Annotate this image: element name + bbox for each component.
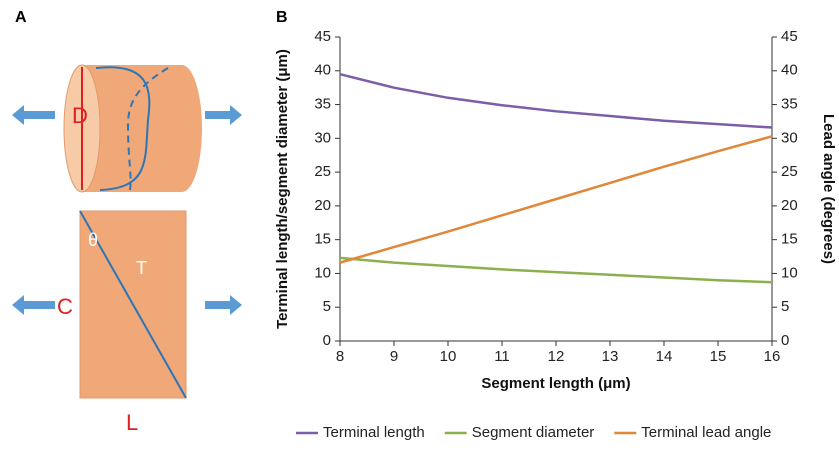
y2-axis-title: Lead angle (degrees) <box>820 114 837 264</box>
y-tick-label: 15 <box>314 231 331 248</box>
terminal-label: T <box>136 258 147 278</box>
y2-tick-label: 25 <box>781 163 798 180</box>
y-tick-label: 35 <box>314 96 331 113</box>
x-tick-label: 9 <box>390 348 398 365</box>
arrow <box>205 105 242 125</box>
x-tick-label: 10 <box>440 348 457 365</box>
x-tick-label: 11 <box>494 348 510 365</box>
circumference-label: C <box>57 294 73 319</box>
y2-tick-label: 5 <box>781 298 789 315</box>
arrow <box>12 105 55 125</box>
diameter-label: D <box>72 103 88 128</box>
y2-tick-label: 15 <box>781 231 798 248</box>
panel-label: B <box>276 9 288 26</box>
legend-label: Terminal lead angle <box>641 424 771 441</box>
x-tick-label: 16 <box>764 348 781 365</box>
x-tick-label: 12 <box>548 348 565 365</box>
x-tick-label: 15 <box>710 348 727 365</box>
arrow <box>205 295 242 315</box>
series-line <box>339 135 773 264</box>
series-line <box>339 72 773 129</box>
x-tick-label: 14 <box>656 348 673 365</box>
arrow <box>12 295 55 315</box>
y-axis-title: Terminal length/segment diameter (μm) <box>274 49 291 329</box>
y-tick-label: 30 <box>314 129 331 146</box>
x-axis-title: Segment length (μm) <box>481 375 630 392</box>
y-tick-label: 40 <box>314 62 331 79</box>
y2-tick-label: 20 <box>781 197 798 214</box>
y2-tick-label: 0 <box>781 332 789 349</box>
y2-tick-label: 35 <box>781 96 798 113</box>
y-tick-label: 5 <box>323 298 331 315</box>
y-tick-label: 25 <box>314 163 331 180</box>
panel-label: A <box>15 9 27 26</box>
x-tick-label: 13 <box>602 348 619 365</box>
chart: 0 5 10 15 20 25 30 35 40 45 0 5 10 15 20 25 30 35 40 45 8 9 10… <box>274 28 837 441</box>
legend-label: Terminal length <box>323 424 425 441</box>
y2-tick-label: 10 <box>781 264 798 281</box>
length-label: L <box>126 410 138 435</box>
y2-tick-label: 30 <box>781 129 798 146</box>
legend-label: Segment diameter <box>472 424 595 441</box>
y-tick-label: 45 <box>314 28 331 45</box>
terminal-line <box>79 210 187 399</box>
y2-tick-label: 40 <box>781 62 798 79</box>
cylinder <box>63 64 202 193</box>
y2-tick-label: 45 <box>781 28 798 45</box>
series-line <box>339 256 773 284</box>
y-tick-label: 10 <box>314 264 331 281</box>
angle-label: θ <box>88 230 98 250</box>
y-tick-label: 20 <box>314 197 331 214</box>
x-tick-label: 8 <box>336 348 344 365</box>
y-tick-label: 0 <box>323 332 331 349</box>
